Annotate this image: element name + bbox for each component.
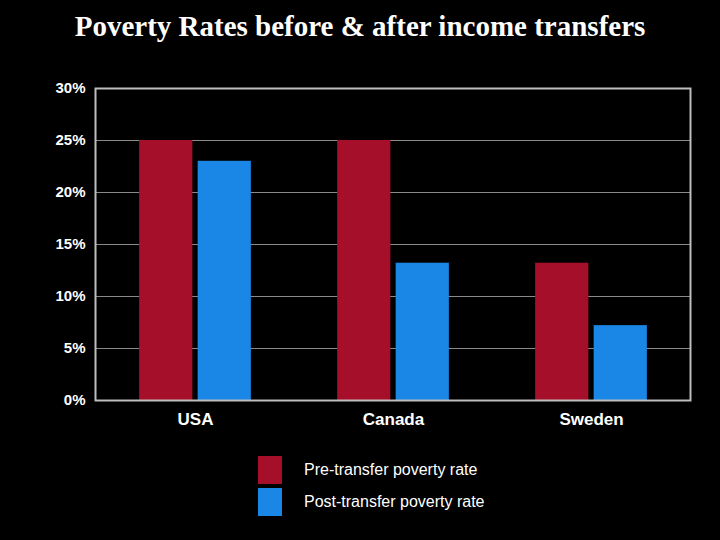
svg-text:15%: 15%	[55, 235, 85, 252]
html-text:Post-transfer poverty rate: Post-transfer poverty rate	[304, 493, 485, 510]
svg-text:0%: 0%	[64, 391, 86, 408]
svg-text:Canada: Canada	[363, 410, 425, 429]
svg-text:25%: 25%	[55, 131, 85, 148]
svg-text:20%: 20%	[55, 183, 85, 200]
svg-text:5%: 5%	[64, 339, 86, 356]
svg-text:Sweden: Sweden	[559, 410, 623, 429]
html-text:Pre-transfer poverty rate: Pre-transfer poverty rate	[304, 461, 478, 478]
svg-text:USA: USA	[178, 410, 214, 429]
html-text:Poverty Rates before & after i: Poverty Rates before & after income tran…	[74, 10, 646, 42]
svg-text:10%: 10%	[55, 287, 85, 304]
svg-text:30%: 30%	[55, 79, 85, 96]
